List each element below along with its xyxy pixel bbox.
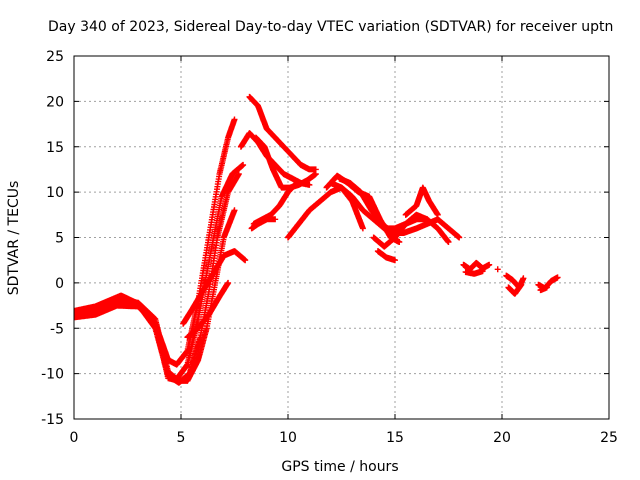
- y-tick-label: 5: [55, 231, 64, 247]
- data-point-markers: [402, 184, 441, 218]
- data-point-markers: [74, 207, 238, 384]
- x-tick-label: 10: [279, 430, 297, 446]
- y-tick-label: -5: [50, 321, 64, 337]
- series-track-23: [505, 281, 525, 297]
- y-tick-label: -10: [41, 367, 64, 383]
- data-point-markers: [246, 93, 319, 173]
- series-track-17: [374, 248, 398, 264]
- series-track-5: [180, 248, 249, 327]
- data-point-markers: [184, 279, 232, 341]
- y-tick-label: 0: [55, 276, 64, 292]
- data-point-markers: [248, 216, 279, 232]
- x-tick-label: 5: [177, 430, 186, 446]
- x-tick-label: 20: [493, 430, 511, 446]
- data-point-markers: [370, 211, 452, 250]
- y-tick-label: 20: [46, 94, 64, 110]
- x-tick-label: 15: [386, 430, 404, 446]
- x-axis-label: GPS time / hours: [281, 459, 398, 475]
- y-axis-label: SDTVAR / TECUs: [6, 181, 22, 296]
- data-point-markers: [374, 248, 398, 264]
- y-tick-label: 10: [46, 185, 64, 201]
- data-point-markers: [462, 268, 486, 277]
- x-tick-label: 0: [70, 430, 79, 446]
- data-marks: [74, 93, 561, 386]
- series-track-7: [246, 93, 319, 173]
- series-track-16: [370, 211, 452, 250]
- series-track-25: [537, 284, 550, 294]
- series-track-6: [184, 279, 232, 341]
- y-tick-label: 25: [46, 49, 64, 65]
- data-point-markers: [494, 266, 501, 273]
- y-tick-label: 15: [46, 140, 64, 156]
- series-track-21: [494, 266, 501, 273]
- data-point-markers: [505, 281, 525, 297]
- series-track-4: [74, 207, 238, 384]
- data-point-markers: [537, 284, 550, 294]
- data-point-markers: [180, 248, 249, 327]
- axis-ticks: 0 5 10 15 20 25 -15 -10 -5 0 5 10 15 20 25: [41, 49, 618, 446]
- series-track-11: [248, 216, 279, 232]
- x-tick-label: 25: [600, 430, 618, 446]
- series-track-20: [462, 268, 486, 277]
- series-track-18: [402, 184, 441, 218]
- chart-title: Day 340 of 2023, Sidereal Day-to-day VTE…: [48, 19, 613, 35]
- y-tick-label: -15: [41, 412, 64, 428]
